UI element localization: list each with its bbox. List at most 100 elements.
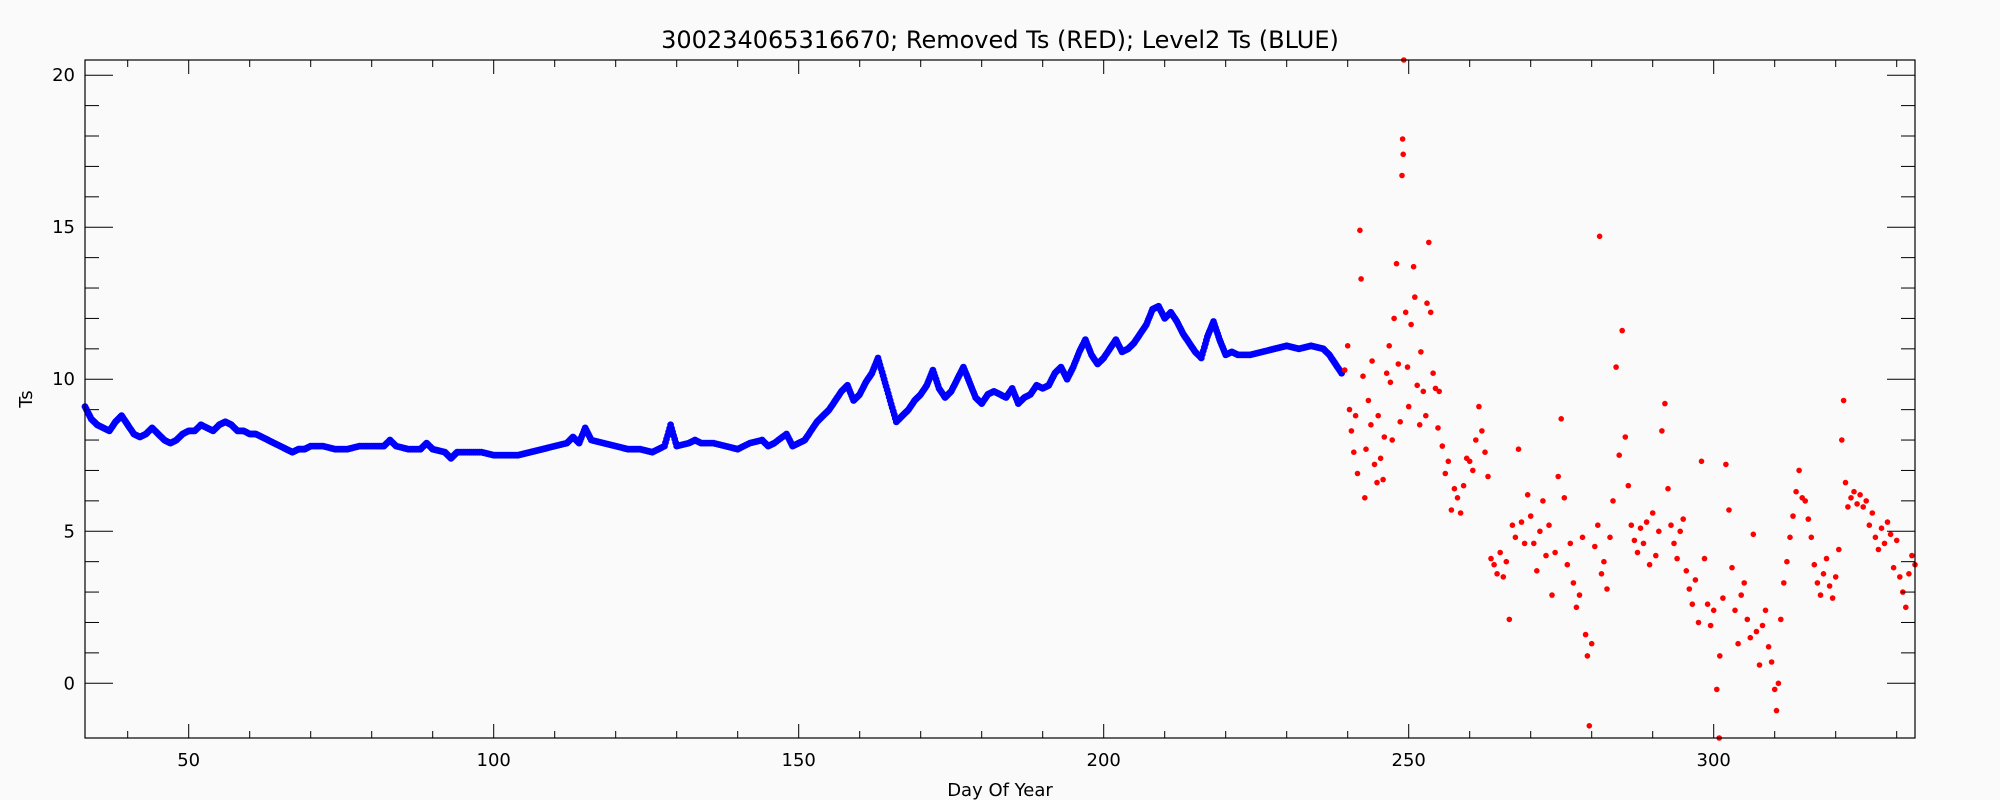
x-tick-label: 50 [177,750,200,771]
data-point [1348,428,1355,434]
data-point [1567,540,1574,547]
chart-title: 300234065316670; Removed Ts (RED); Level… [661,26,1339,54]
data-point [1671,540,1677,547]
data-point [1426,239,1432,246]
x-tick-label: 300 [1697,750,1731,771]
data-point [1771,686,1778,693]
data-point [1561,495,1568,501]
data-point [1668,522,1674,528]
data-point [1365,397,1372,404]
x-tick-label: 250 [1392,750,1426,771]
data-point [1404,364,1411,370]
data-point [1420,388,1427,395]
data-point [1778,616,1784,623]
data-point [1753,628,1760,635]
data-point [1817,592,1824,598]
data-point [1555,473,1561,480]
data-point [1410,263,1417,270]
data-point [1643,519,1650,525]
data-point [1549,592,1555,598]
data-point [1346,406,1353,413]
data-point [1479,428,1485,434]
data-point [1820,571,1827,577]
series-1 [1341,57,1918,741]
x-tick-label: 200 [1087,750,1121,771]
y-tick-label: 15 [52,217,75,238]
data-point [1851,488,1857,495]
data-point [1759,622,1766,629]
data-point [1435,425,1441,431]
data-point [1439,443,1446,449]
data-point [1656,528,1662,535]
data-point [1381,434,1388,440]
data-point [1741,580,1747,586]
data-point [1546,522,1552,528]
data-point [1473,437,1479,443]
data-point [1906,571,1912,577]
data-point [1686,586,1693,592]
data-point [1573,604,1580,611]
data-point [1354,470,1361,477]
data-point [1576,592,1583,598]
data-point [1482,449,1488,456]
data-point [1375,412,1381,419]
data-point [1470,467,1476,474]
data-point [1488,555,1494,562]
data-point [1442,470,1449,477]
data-point [1714,686,1720,693]
data-point [1582,631,1589,638]
data-point [1592,543,1598,550]
data-point [1595,522,1601,528]
data-point [1512,534,1519,541]
data-point [1564,561,1571,568]
data-point [1531,540,1537,547]
data-point [1836,546,1842,553]
data-point [1781,580,1787,586]
data-point [1893,537,1900,544]
data-point [1362,495,1368,501]
data-point [1552,549,1558,556]
data-point [1402,309,1409,316]
data-point [1610,498,1616,504]
data-point [1811,561,1818,568]
data-point [1515,446,1522,453]
data-point [1418,349,1424,355]
data-point [1537,528,1543,535]
data-point [1653,552,1659,559]
data-point [1634,549,1641,556]
data-point [1631,537,1638,544]
data-point [1360,373,1366,380]
data-point [1814,580,1821,586]
data-point [1604,586,1610,592]
data-point [1451,485,1458,492]
data-point [1524,492,1531,498]
data-point [1494,571,1500,577]
data-point [1707,622,1714,629]
data-point [1628,522,1635,528]
data-point [1840,397,1847,404]
data-point [1875,546,1882,553]
data-point [1500,574,1507,580]
data-point [1829,595,1836,601]
data-point [1586,723,1593,729]
data-point [1368,422,1374,428]
data-point [1662,400,1668,407]
data-point [1448,507,1455,513]
data-point [1466,458,1473,465]
data-point [1371,461,1378,468]
data-point [1659,428,1665,434]
data-point [1344,343,1351,349]
data-point [1773,707,1780,714]
data-point [1826,583,1833,589]
data-point [1351,449,1357,456]
data-point [1613,364,1619,370]
data-point [1866,522,1873,528]
data-point [1579,534,1586,541]
data-point [1358,276,1364,282]
data-point [1857,492,1863,498]
data-point [1869,510,1876,516]
data-point [1540,498,1546,504]
data-point [1665,485,1671,492]
